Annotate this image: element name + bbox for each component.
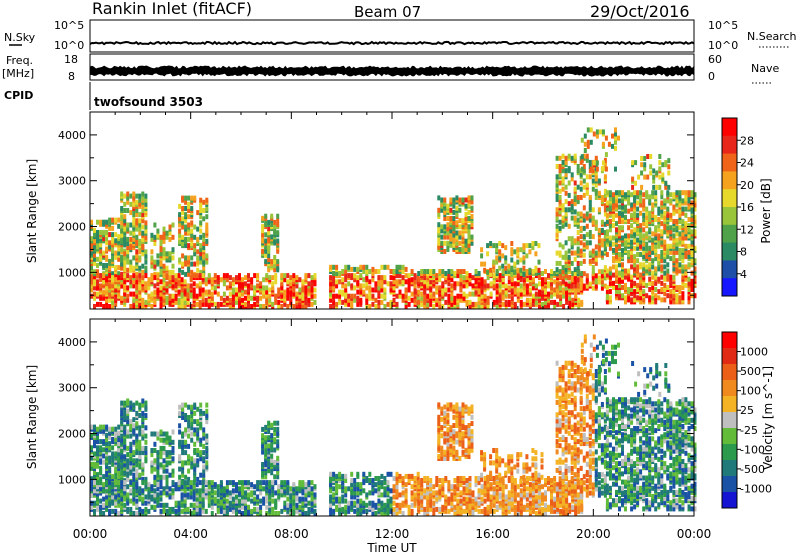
- colorbar-tick-label: -1000: [740, 482, 772, 495]
- colorbar-swatch: [722, 171, 737, 190]
- colorbar-tick-label: 16: [740, 201, 754, 214]
- nsky-tick-top: 10^5: [54, 19, 84, 32]
- radar-title: Rankin Inlet (fitACF): [92, 0, 252, 18]
- nsearch-tick-top: 10^5: [708, 19, 738, 32]
- colorbar-swatch: [722, 118, 737, 137]
- colorbar-tick-label: 8: [740, 246, 747, 259]
- beam-label: Beam 07: [354, 3, 421, 21]
- colorbar-swatch: [722, 189, 737, 208]
- colorbar-tick-label: -100: [740, 443, 765, 456]
- colorbar-tick-label: 1000: [740, 346, 768, 359]
- time-tick-label: 04:00: [173, 527, 208, 541]
- colorbar-swatch: [722, 444, 737, 461]
- colorbar-swatch: [722, 207, 737, 226]
- time-tick-label: 00:00: [677, 527, 712, 541]
- nave-tick-top: 60: [708, 53, 722, 66]
- colorbar-tick-label: 500: [740, 365, 761, 378]
- colorbar-tick-label: -25: [740, 424, 758, 437]
- power-ytick-label: 3000: [58, 175, 86, 188]
- power-panel: 1000 2000 3000 4000 Slant Range [km] 4 8 12 16…: [25, 111, 773, 310]
- colorbar-swatch: [722, 332, 737, 349]
- date-label: 29/Oct/2016: [590, 2, 690, 21]
- colorbar-swatch: [722, 278, 737, 297]
- velocity-colorbar-label: Velocity [m s^-1]: [761, 366, 775, 470]
- time-axis-labels: 00:00 04:00 08:00 12:00 16:00 20:00 00:00: [73, 527, 712, 541]
- power-colorbar-label: Power [dB]: [759, 178, 773, 243]
- colorbar-swatch: [722, 242, 737, 261]
- cpid-label: CPID: [4, 89, 33, 102]
- nsky-panel: N.Sky 10^5 10^0 10^5 10^0 N.Search: [4, 19, 797, 53]
- power-ytick-label: 1000: [58, 266, 86, 279]
- colorbar-tick-label: 12: [740, 223, 754, 236]
- velocity-ytick-label: 3000: [58, 382, 86, 395]
- colorbar-tick-label: -500: [740, 463, 765, 476]
- colorbar-tick-label: 100: [740, 385, 761, 398]
- colorbar-tick-label: 28: [740, 134, 754, 147]
- freq-tick-bottom: 8: [68, 70, 75, 83]
- colorbar-swatch: [722, 412, 737, 429]
- velocity-panel: 1000 2000 3000 4000 Slant Range [km] 1000 50…: [25, 318, 775, 517]
- colorbar-swatch: [722, 260, 737, 279]
- colorbar-swatch: [722, 348, 737, 365]
- nsky-label: N.Sky: [4, 31, 36, 44]
- colorbar-swatch: [722, 492, 737, 509]
- freq-tick-top: 18: [64, 53, 78, 66]
- power-ylabel: Slant Range [km]: [25, 159, 39, 263]
- time-tick-label: 12:00: [375, 527, 410, 541]
- time-tick-label: 08:00: [274, 527, 309, 541]
- time-tick-label: 16:00: [475, 527, 510, 541]
- velocity-ytick-label: 4000: [58, 336, 86, 349]
- freq-panel: Freq. [MHz] 18 8 60 0 Nave: [2, 53, 779, 84]
- colorbar-swatch: [722, 396, 737, 413]
- time-tick-label: 20:00: [576, 527, 611, 541]
- time-axis-label: Time UT: [366, 541, 417, 554]
- nsearch-label: N.Search: [747, 30, 797, 43]
- colorbar-tick-label: 20: [740, 179, 754, 192]
- velocity-ytick-label: 1000: [58, 473, 86, 486]
- nsearch-tick-bottom: 10^0: [708, 39, 738, 52]
- colorbar-swatch: [722, 476, 737, 493]
- cpid-row: CPID twofsound 3503: [4, 82, 203, 110]
- colorbar-swatch: [722, 153, 737, 172]
- cpid-value: twofsound 3503: [94, 95, 203, 109]
- power-ytick-label: 2000: [58, 221, 86, 234]
- nsky-tick-bottom: 10^0: [54, 39, 84, 52]
- nave-tick-bottom: 0: [708, 70, 715, 83]
- nave-label: Nave: [751, 62, 779, 75]
- power-ytick-label: 4000: [58, 129, 86, 142]
- velocity-data-cells: [90, 334, 697, 516]
- colorbar-swatch: [722, 460, 737, 477]
- colorbar-swatch: [722, 380, 737, 397]
- colorbar-tick-label: 25: [740, 404, 754, 417]
- colorbar-swatch: [722, 364, 737, 381]
- colorbar-swatch: [722, 224, 737, 244]
- power-data-cells: [90, 127, 697, 309]
- velocity-ylabel: Slant Range [km]: [25, 365, 39, 469]
- colorbar-tick-label: 24: [740, 157, 754, 170]
- colorbar-swatch: [722, 428, 737, 445]
- power-colorbar: 4 8 12 16 20 24 28: [721, 117, 754, 297]
- time-tick-label: 00:00: [73, 527, 108, 541]
- freq-label-line2: [MHz]: [2, 67, 34, 80]
- velocity-colorbar: 1000 500 100 25 -25 -100 -500 -1000: [721, 331, 772, 509]
- colorbar-tick-label: 4: [740, 268, 747, 281]
- velocity-ytick-label: 2000: [58, 428, 86, 441]
- freq-label-line1: Freq.: [6, 54, 33, 67]
- colorbar-swatch: [722, 135, 737, 155]
